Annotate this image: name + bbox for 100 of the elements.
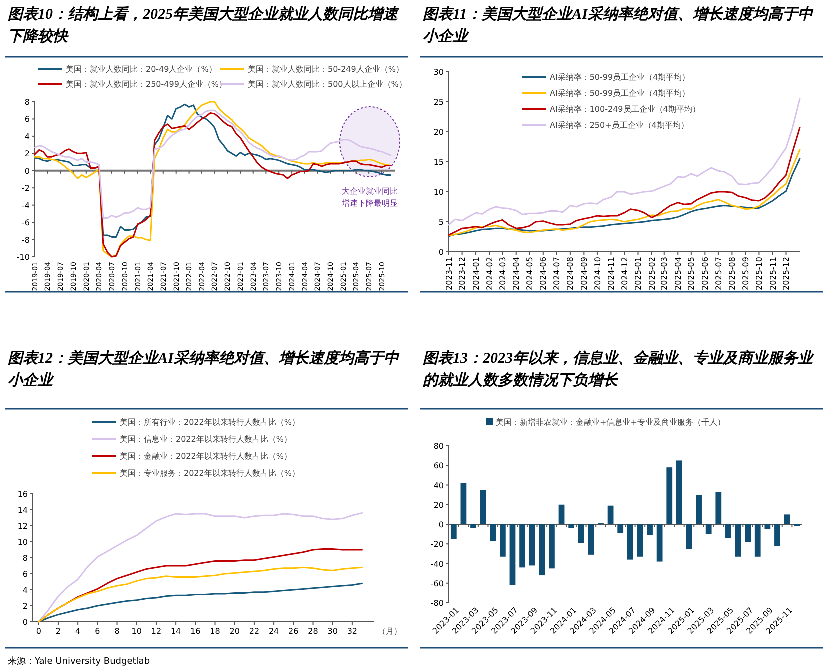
y-tick-label: 40 [434,481,444,490]
y-tick-label: 30 [434,68,444,77]
x-tick-label: 12 [151,627,162,636]
x-tick-label: 2025-02 [648,257,657,290]
y-tick-label: 80 [434,442,444,451]
x-tick-label: 30 [328,627,338,636]
bar [618,524,624,534]
y-tick-label: 10 [434,188,444,197]
y-tick-label: 4 [24,132,30,142]
x-tick-label: 2024-09 [580,257,589,290]
line-series [448,98,801,226]
line-series [34,110,392,219]
x-tick-label: 2024-04 [512,257,522,290]
bar [676,460,682,524]
y-tick-label: 10 [18,538,28,547]
x-tick-label: 2024-12 [620,257,630,290]
bar [637,524,644,557]
bar [490,524,496,542]
legend-label: 美国：就业人数同比：500人以上企业（%） [248,80,407,89]
x-tick-label: 2024-01 [472,257,481,290]
y-tick-label: 14 [18,506,28,515]
x-tick-label: 2024-11 [607,257,616,290]
bar [686,524,692,550]
bar [696,495,702,524]
bar [716,492,722,524]
x-tick-label: 2025-07 [714,257,724,290]
y-tick-label: 60 [434,462,444,471]
legend-label: 美国：金融业：2022年以来转行人数占比（%） [120,452,292,461]
x-tick-label: 2024-02 [486,257,495,290]
line-series [38,566,363,623]
bar [627,524,634,560]
bar [608,506,614,524]
x-tick-label: 2024-03 [498,257,508,290]
x-tick-label: 26 [288,627,299,636]
y-tick-label: 8 [22,554,28,563]
y-tick-label: -6 [22,218,30,228]
bar [529,524,536,566]
legend-label: 美国：所有行业：2022年以来转行人数占比（%） [120,418,300,427]
x-tick-label: 2024-06 [539,257,548,290]
y-tick-label: 20 [434,128,444,137]
bar [460,483,467,524]
y-tick-label: -10 [16,253,30,262]
bar [666,468,673,524]
y-tick-label: 12 [18,522,28,531]
y-tick-label: -8 [22,236,30,245]
bar [549,524,555,569]
x-tick-label: 2024-10 [593,257,602,290]
bar [764,524,771,530]
x-tick-label: 2025-06 [700,257,710,290]
x-tick-label: 4 [76,627,81,636]
bar [500,524,506,557]
y-tick-label: 6 [24,115,30,124]
x-tick-label: 2025-11 [768,257,778,290]
x-tick-label: 14 [170,627,182,636]
x-tick-label: 32 [347,627,358,636]
y-tick-label: 4 [22,586,28,595]
bar [520,524,526,568]
legend-label: AI采纳率：100-249员工企业（4期平均） [550,105,700,114]
y-tick-label: 6 [22,570,28,579]
bar [774,524,780,546]
bar [480,490,486,524]
y-tick-label: 2 [24,150,30,159]
bar [578,524,584,544]
bar [510,524,516,586]
x-tick-label: 16 [190,627,201,636]
bar [470,524,476,528]
legend-label: 美国：新增非农就业：金融业+信息业+专业及商业服务（千人） [496,418,726,427]
legend-label: 美国：专业服务：2022年以来转行人数占比（%） [120,469,300,478]
y-tick-label: 15 [434,158,444,167]
x-tick-label: 0 [36,627,42,636]
y-tick-label: 25 [434,98,444,107]
y-tick-label: -2 [22,184,30,194]
y-tick-label: 0 [24,166,30,176]
source-note: 来源：Yale University Budgetlab [8,656,150,667]
y-tick-label: -40 [430,560,444,569]
y-tick-label: -4 [22,201,30,210]
y-tick-label: 16 [18,490,28,499]
x-tick-label: 10 [132,627,142,636]
x-tick-label: 20 [230,627,240,636]
x-tick-label: 2025-12 [782,257,792,290]
x-tick-label: 2025-03 [660,257,670,290]
legend-label: 美国：信息业：2022年以来转行人数占比（%） [120,435,292,444]
x-tick-label: 2025-04 [674,257,683,290]
bar [656,524,663,562]
bar [735,524,742,557]
chart-title: 图表11：美国大型企业AI采纳率绝对值、增长速度均高于中小企业 [423,4,815,47]
x-tick-label: 2025-01 [634,257,644,290]
annotation: 大企业就业同比增速下降最明显 [341,186,399,210]
x-tick-label: 8 [114,627,120,636]
x-tick-label: 28 [308,627,318,636]
x-tick-label: 18 [210,627,220,636]
x-tick-label: 2024-07 [552,257,562,290]
legend-label: AI采纳率：250+员工企业（4期平均） [550,121,689,130]
x-tick-label: 2025-05 [687,257,696,290]
bar [539,524,546,576]
bar [568,524,575,528]
bar [745,524,752,542]
y-tick-label: -60 [430,579,444,588]
x-tick-label: 2024-08 [566,257,576,290]
bar [588,524,594,555]
